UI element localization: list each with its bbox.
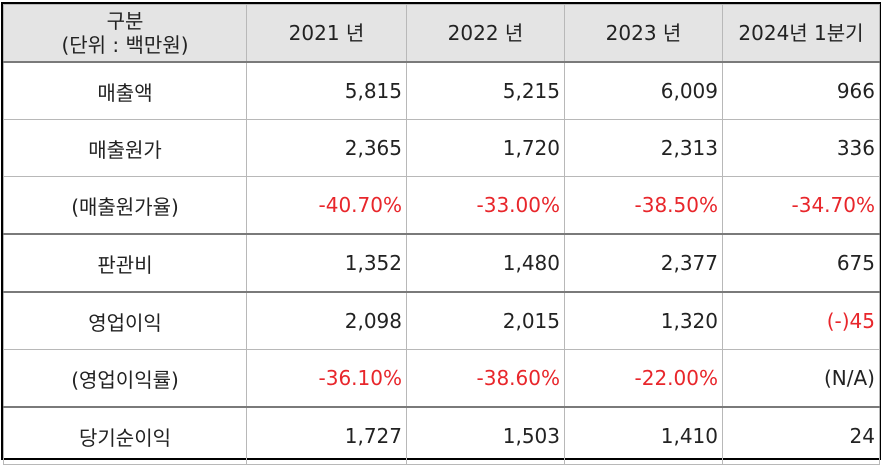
cell-2023: 1,410 bbox=[564, 406, 723, 465]
row-revenue: 매출액 5,815 5,215 6,009 966 bbox=[3, 61, 880, 120]
cell-2024-q1: (N/A) bbox=[722, 349, 880, 408]
cell-2021: -36.10% bbox=[246, 349, 407, 408]
cell-2024-q1: 24 bbox=[722, 406, 880, 465]
cell-2023: 2,313 bbox=[564, 119, 723, 177]
cell-2021: 1,727 bbox=[246, 406, 407, 465]
financial-summary-table: 구분 (단위 : 백만원) 2021 년 2022 년 2023 년 2024년… bbox=[3, 4, 880, 465]
row-label: 영업이익 bbox=[3, 291, 247, 350]
cell-2021: -40.70% bbox=[246, 176, 407, 235]
header-2023: 2023 년 bbox=[564, 4, 723, 63]
cell-2021: 1,352 bbox=[246, 233, 407, 293]
row-label: 매출원가 bbox=[3, 119, 247, 177]
row-operating-margin: (영업이익률) -36.10% -38.60% -22.00% (N/A) bbox=[3, 349, 880, 408]
header-2022: 2022 년 bbox=[406, 4, 565, 63]
cell-2024-q1: (-)45 bbox=[722, 291, 880, 350]
cell-2021: 2,098 bbox=[246, 291, 407, 350]
table-header: 구분 (단위 : 백만원) 2021 년 2022 년 2023 년 2024년… bbox=[3, 4, 880, 63]
row-cost-ratio: (매출원가율) -40.70% -33.00% -38.50% -34.70% bbox=[3, 176, 880, 235]
header-2024-q1: 2024년 1분기 bbox=[722, 4, 880, 63]
cell-2022: 1,720 bbox=[406, 119, 565, 177]
cell-2021: 2,365 bbox=[246, 119, 407, 177]
cell-2022: -38.60% bbox=[406, 349, 565, 408]
cell-2023: -38.50% bbox=[564, 176, 723, 235]
row-net-income: 당기순이익 1,727 1,503 1,410 24 bbox=[3, 406, 880, 465]
table-body: 매출액 5,815 5,215 6,009 966 매출원가 2,365 1,7… bbox=[3, 61, 880, 465]
cell-2023: 1,320 bbox=[564, 291, 723, 350]
row-label: 매출액 bbox=[3, 61, 247, 120]
cell-2022: 5,215 bbox=[406, 61, 565, 120]
cell-2023: 2,377 bbox=[564, 233, 723, 293]
cell-2024-q1: 966 bbox=[722, 61, 880, 120]
cell-2023: -22.00% bbox=[564, 349, 723, 408]
cell-2024-q1: 675 bbox=[722, 233, 880, 293]
row-label: (매출원가율) bbox=[3, 176, 247, 235]
cell-2022: -33.00% bbox=[406, 176, 565, 235]
header-unit: (단위 : 백만원) bbox=[61, 33, 189, 57]
cell-2023: 6,009 bbox=[564, 61, 723, 120]
header-2021: 2021 년 bbox=[246, 4, 407, 63]
row-sga: 판관비 1,352 1,480 2,377 675 bbox=[3, 233, 880, 293]
header-category-title: 구분 bbox=[106, 9, 144, 33]
header-category: 구분 (단위 : 백만원) bbox=[3, 4, 247, 63]
cell-2022: 2,015 bbox=[406, 291, 565, 350]
cell-2024-q1: 336 bbox=[722, 119, 880, 177]
row-cost-of-sales: 매출원가 2,365 1,720 2,313 336 bbox=[3, 119, 880, 177]
row-operating-profit: 영업이익 2,098 2,015 1,320 (-)45 bbox=[3, 291, 880, 350]
header-row: 구분 (단위 : 백만원) 2021 년 2022 년 2023 년 2024년… bbox=[3, 4, 880, 63]
row-label: 당기순이익 bbox=[3, 406, 247, 465]
cell-2021: 5,815 bbox=[246, 61, 407, 120]
row-label: (영업이익률) bbox=[3, 349, 247, 408]
cell-2024-q1: -34.70% bbox=[722, 176, 880, 235]
cell-2022: 1,503 bbox=[406, 406, 565, 465]
cell-2022: 1,480 bbox=[406, 233, 565, 293]
row-label: 판관비 bbox=[3, 233, 247, 293]
